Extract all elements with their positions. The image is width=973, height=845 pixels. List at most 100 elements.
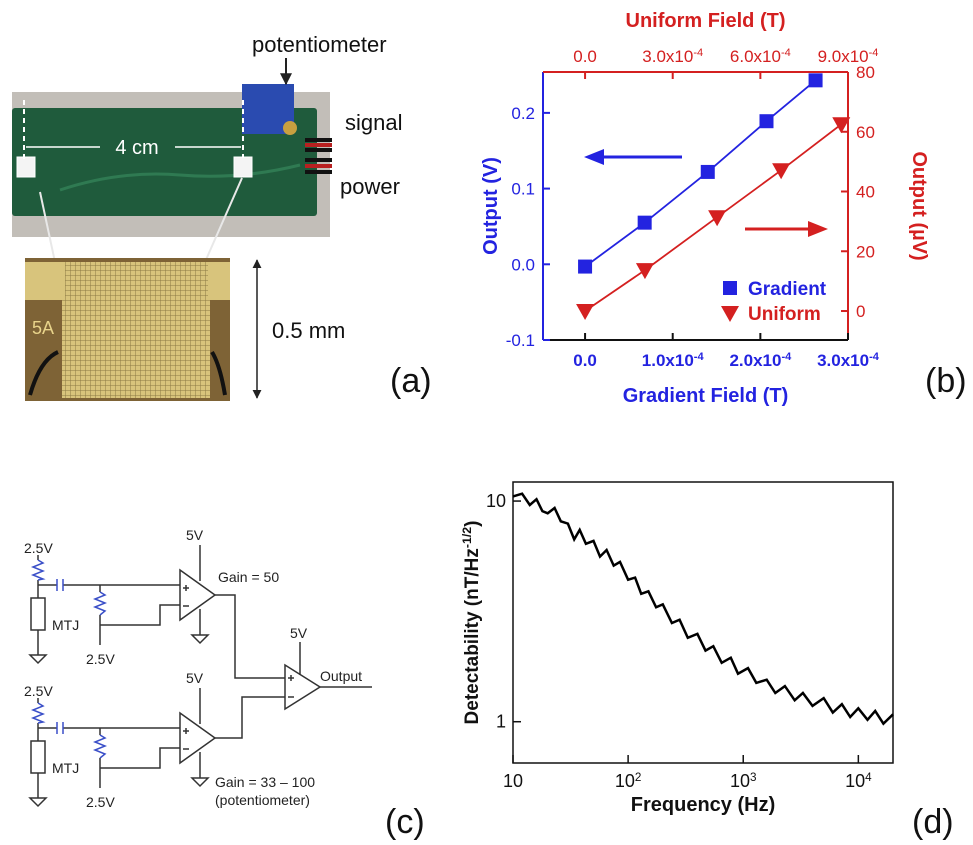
y-axis-title-exponent: -1/2 <box>460 527 474 548</box>
y-tick-label: 0.1 <box>511 180 535 199</box>
marker <box>576 304 595 321</box>
circuit-label: 5V <box>290 625 308 641</box>
x2-tick-label-base: 6.0x10 <box>730 47 781 66</box>
marker <box>635 263 654 280</box>
x-tick-label-base: 1.0x10 <box>642 351 694 370</box>
wires <box>305 143 332 168</box>
circuit-label: MTJ <box>52 617 79 633</box>
x2-tick-label-base: 0.0 <box>573 47 597 66</box>
marker <box>832 117 851 134</box>
x-tick-label-exponent: -4 <box>869 351 880 363</box>
circuit-label: Gain = 33 – 100 <box>215 774 315 790</box>
y-axis-title-suffix: ) <box>462 521 483 527</box>
panel-label: (d) <box>912 803 954 841</box>
y-axis-title: Detectability (nT/Hz-1/2) <box>460 521 483 725</box>
marker <box>708 210 727 227</box>
panel-label: (b) <box>925 362 967 400</box>
x-tick-label: 10 <box>503 771 523 791</box>
x-tick-label-exponent: 3 <box>750 771 757 784</box>
branch-top <box>28 545 217 665</box>
circuit-label: (potentiometer) <box>215 792 310 808</box>
y2-tick-label: 0 <box>856 302 865 321</box>
circuit-label: 5V <box>186 527 204 543</box>
x-tick-label: 2.0x10-4 <box>729 351 792 370</box>
chip-size: 0.5 mm <box>272 318 345 343</box>
power-label: power <box>340 174 400 199</box>
sensor-right <box>233 156 253 178</box>
x-tick-label-exponent: -4 <box>781 351 792 363</box>
chip-mark: 5A <box>32 318 54 338</box>
x2-tick-label: 9.0x10-4 <box>818 47 879 66</box>
circuit-label: 2.5V <box>86 794 115 810</box>
x2-tick-label-exponent: -4 <box>781 47 791 59</box>
marker <box>808 73 823 88</box>
board-length: 4 cm <box>115 137 158 159</box>
x2-tick-label-base: 9.0x10 <box>818 47 869 66</box>
x2-tick-label-base: 3.0x10 <box>642 47 693 66</box>
zoom-line <box>39 177 243 263</box>
marker <box>578 259 593 274</box>
y-tick-label: -0.1 <box>506 331 535 350</box>
x-tick-label-exponent: 4 <box>865 771 872 784</box>
y-axis-title: Output (V) <box>480 157 502 255</box>
circuit-label: 2.5V <box>86 651 115 667</box>
y2-tick-label: 40 <box>856 183 875 202</box>
x-axis-title: Gradient Field (T) <box>623 385 789 407</box>
x-tick-label: 0.0 <box>573 351 597 370</box>
circuit-label: Gain = 50 <box>218 569 279 585</box>
x-tick-label-base: 10 <box>845 771 865 791</box>
x-tick-label: 104 <box>845 771 872 792</box>
x-tick-label-base: 10 <box>615 771 635 791</box>
circuit-label: Output <box>320 668 362 684</box>
y2-tick-label: 80 <box>856 63 875 82</box>
data-line <box>512 492 894 726</box>
x-tick-label-base: 10 <box>730 771 750 791</box>
x-tick-label-base: 3.0x10 <box>817 351 869 370</box>
circuit-label: 2.5V <box>24 540 53 556</box>
branch-bottom <box>28 688 217 808</box>
bond-wire <box>28 350 227 396</box>
y2-axis-title: Output (µV) <box>908 151 930 260</box>
y-tick-label: 0.2 <box>511 104 535 123</box>
circuit-label: 2.5V <box>24 683 53 699</box>
sensor-left <box>16 156 36 178</box>
y-axis-title-base: Detectability (nT/Hz <box>462 548 483 724</box>
pcb-trace <box>59 163 301 192</box>
pcb-board <box>12 108 317 216</box>
circuit-label: 5V <box>186 670 204 686</box>
y-tick-label-base: 0.0 <box>511 255 535 274</box>
x2-tick-label-exponent: -4 <box>693 47 703 59</box>
x-tick-label: 102 <box>615 771 642 792</box>
legend-marker <box>723 281 737 295</box>
legend-label: Gradient <box>748 279 827 300</box>
x2-tick-label: 0.0 <box>573 47 597 66</box>
x-tick-label-exponent: -4 <box>694 351 705 363</box>
circuit-label: MTJ <box>52 760 79 776</box>
legend-label: Uniform <box>748 304 821 325</box>
panel-label: (c) <box>385 803 425 841</box>
marker <box>772 163 791 180</box>
potentiometer-screw <box>283 121 297 135</box>
chart-b: 0.0 1.0x10-4 2.0x10-4 3.0x10-40.0 3.0x10-4 6.… <box>480 10 930 407</box>
x-tick-label: 103 <box>730 771 757 792</box>
plot-frame <box>512 481 894 764</box>
chip-pad <box>208 262 230 300</box>
x-tick-label: 1.0x10-4 <box>642 351 705 370</box>
x2-axis-title: Uniform Field (T) <box>626 10 786 32</box>
marker <box>637 215 652 230</box>
y2-tick-label: 20 <box>856 242 875 261</box>
marker <box>759 114 774 129</box>
x-tick-label-exponent: 2 <box>635 771 642 784</box>
marker <box>700 164 715 179</box>
y-tick-label: 1 <box>496 712 506 732</box>
x-tick-label-base: 0.0 <box>573 351 597 370</box>
legend-marker <box>721 306 739 322</box>
x2-tick-label: 3.0x10-4 <box>642 47 703 66</box>
x-axis-title: Frequency (Hz) <box>631 794 775 816</box>
chip-pad <box>25 262 65 300</box>
direction-arrow-head <box>584 149 604 165</box>
signal-label: signal <box>345 110 402 135</box>
chip-grid <box>62 262 210 398</box>
